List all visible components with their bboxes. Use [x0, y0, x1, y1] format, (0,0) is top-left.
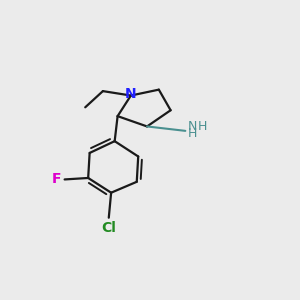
- Text: F: F: [52, 172, 61, 186]
- Text: N: N: [125, 87, 137, 101]
- Text: Cl: Cl: [101, 221, 116, 235]
- Text: H: H: [188, 127, 197, 140]
- Text: N: N: [188, 120, 197, 133]
- Text: H: H: [198, 120, 207, 133]
